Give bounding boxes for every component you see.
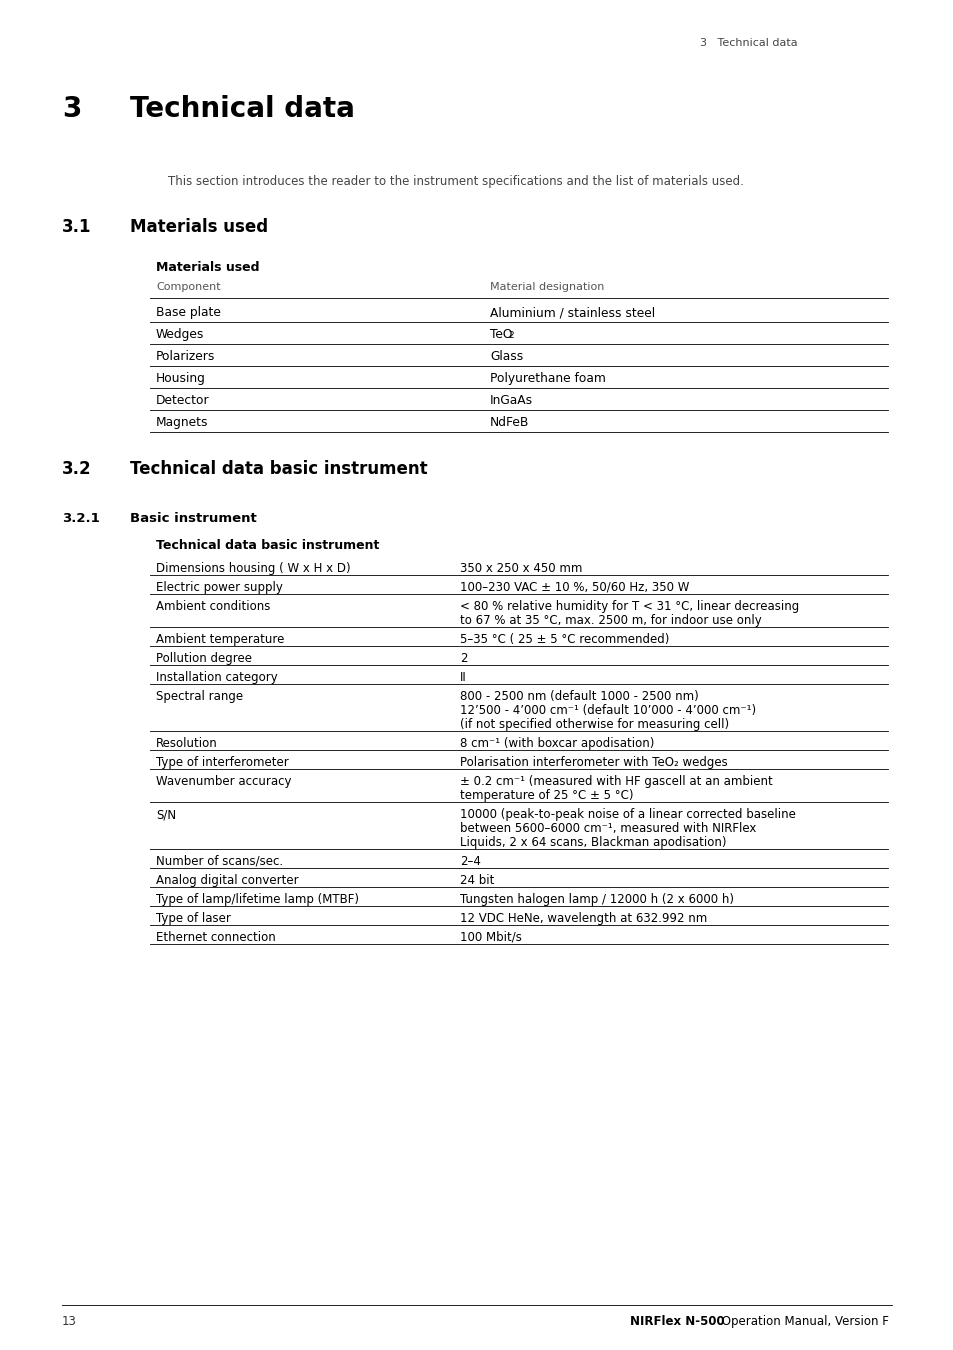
Text: Spectral range: Spectral range — [156, 690, 243, 703]
Text: Aluminium / stainless steel: Aluminium / stainless steel — [490, 306, 655, 319]
Text: Basic instrument: Basic instrument — [130, 512, 256, 525]
Text: 3: 3 — [62, 95, 81, 123]
Text: 13: 13 — [62, 1315, 77, 1328]
Text: Analog digital converter: Analog digital converter — [156, 873, 298, 887]
Text: < 80 % relative humidity for T < 31 °C, linear decreasing: < 80 % relative humidity for T < 31 °C, … — [459, 599, 799, 613]
Text: ± 0.2 cm⁻¹ (measured with HF gascell at an ambient: ± 0.2 cm⁻¹ (measured with HF gascell at … — [459, 775, 772, 788]
Text: Type of lamp/lifetime lamp (MTBF): Type of lamp/lifetime lamp (MTBF) — [156, 892, 358, 906]
Text: 24 bit: 24 bit — [459, 873, 494, 887]
Text: Component: Component — [156, 282, 220, 292]
Text: This section introduces the reader to the instrument specifications and the list: This section introduces the reader to th… — [168, 176, 743, 188]
Text: Polarizers: Polarizers — [156, 350, 215, 363]
Text: (if not specified otherwise for measuring cell): (if not specified otherwise for measurin… — [459, 718, 728, 730]
Text: Polarisation interferometer with TeO₂ wedges: Polarisation interferometer with TeO₂ we… — [459, 756, 727, 770]
Text: 3.2: 3.2 — [62, 460, 91, 478]
Text: Technical data basic instrument: Technical data basic instrument — [130, 460, 427, 478]
Text: Material designation: Material designation — [490, 282, 604, 292]
Text: Operation Manual, Version F: Operation Manual, Version F — [718, 1315, 888, 1328]
Text: Liquids, 2 x 64 scans, Blackman apodisation): Liquids, 2 x 64 scans, Blackman apodisat… — [459, 836, 726, 849]
Text: Housing: Housing — [156, 373, 206, 385]
Text: Installation category: Installation category — [156, 671, 277, 684]
Text: S/N: S/N — [156, 809, 176, 821]
Text: Tungsten halogen lamp / 12000 h (2 x 6000 h): Tungsten halogen lamp / 12000 h (2 x 600… — [459, 892, 733, 906]
Text: Technical data: Technical data — [130, 95, 355, 123]
Text: 100–230 VAC ± 10 %, 50/60 Hz, 350 W: 100–230 VAC ± 10 %, 50/60 Hz, 350 W — [459, 580, 689, 594]
Text: Type of laser: Type of laser — [156, 913, 231, 925]
Text: Polyurethane foam: Polyurethane foam — [490, 373, 605, 385]
Text: II: II — [459, 671, 466, 684]
Text: Ambient temperature: Ambient temperature — [156, 633, 284, 647]
Text: 2: 2 — [507, 331, 513, 340]
Text: Magnets: Magnets — [156, 416, 209, 429]
Text: 3   Technical data: 3 Technical data — [700, 38, 797, 49]
Text: InGaAs: InGaAs — [490, 394, 533, 406]
Text: between 5600–6000 cm⁻¹, measured with NIRFlex: between 5600–6000 cm⁻¹, measured with NI… — [459, 822, 756, 836]
Text: 8 cm⁻¹ (with boxcar apodisation): 8 cm⁻¹ (with boxcar apodisation) — [459, 737, 654, 751]
Text: 12’500 - 4’000 cm⁻¹ (default 10’000 - 4’000 cm⁻¹): 12’500 - 4’000 cm⁻¹ (default 10’000 - 4’… — [459, 703, 756, 717]
Text: NIRFlex N-500: NIRFlex N-500 — [629, 1315, 724, 1328]
Text: Number of scans/sec.: Number of scans/sec. — [156, 855, 283, 868]
Text: Technical data basic instrument: Technical data basic instrument — [156, 539, 379, 552]
Text: 100 Mbit/s: 100 Mbit/s — [459, 931, 521, 944]
Text: to 67 % at 35 °C, max. 2500 m, for indoor use only: to 67 % at 35 °C, max. 2500 m, for indoo… — [459, 614, 760, 626]
Text: 350 x 250 x 450 mm: 350 x 250 x 450 mm — [459, 562, 581, 575]
Text: NdFeB: NdFeB — [490, 416, 529, 429]
Text: Pollution degree: Pollution degree — [156, 652, 252, 666]
Text: 800 - 2500 nm (default 1000 - 2500 nm): 800 - 2500 nm (default 1000 - 2500 nm) — [459, 690, 698, 703]
Text: Glass: Glass — [490, 350, 522, 363]
Text: Wavenumber accuracy: Wavenumber accuracy — [156, 775, 292, 788]
Text: temperature of 25 °C ± 5 °C): temperature of 25 °C ± 5 °C) — [459, 788, 633, 802]
Text: Wedges: Wedges — [156, 328, 204, 342]
Text: 10000 (peak-to-peak noise of a linear corrected baseline: 10000 (peak-to-peak noise of a linear co… — [459, 809, 795, 821]
Text: Resolution: Resolution — [156, 737, 217, 751]
Text: Type of interferometer: Type of interferometer — [156, 756, 289, 770]
Text: 2: 2 — [459, 652, 467, 666]
Text: 3.2.1: 3.2.1 — [62, 512, 100, 525]
Text: 5–35 °C ( 25 ± 5 °C recommended): 5–35 °C ( 25 ± 5 °C recommended) — [459, 633, 669, 647]
Text: Materials used: Materials used — [130, 217, 268, 236]
Text: 2–4: 2–4 — [459, 855, 480, 868]
Text: Base plate: Base plate — [156, 306, 221, 319]
Text: Detector: Detector — [156, 394, 210, 406]
Text: 12 VDC HeNe, wavelength at 632.992 nm: 12 VDC HeNe, wavelength at 632.992 nm — [459, 913, 706, 925]
Text: Dimensions housing ( W x H x D): Dimensions housing ( W x H x D) — [156, 562, 351, 575]
Text: Ambient conditions: Ambient conditions — [156, 599, 270, 613]
Text: Ethernet connection: Ethernet connection — [156, 931, 275, 944]
Text: Electric power supply: Electric power supply — [156, 580, 283, 594]
Text: Materials used: Materials used — [156, 261, 259, 274]
Text: 3.1: 3.1 — [62, 217, 91, 236]
Text: TeO: TeO — [490, 328, 512, 342]
